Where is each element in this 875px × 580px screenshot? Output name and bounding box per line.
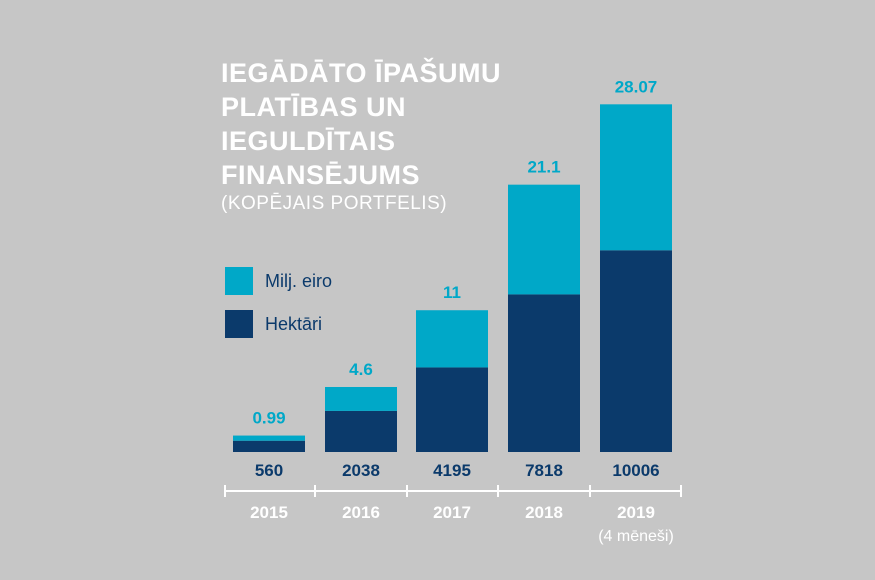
data-label-milj-eiro-2018: 21.1 [527,158,560,177]
bar-milj-eiro-2019 [600,104,672,251]
bar-milj-eiro-2015 [233,435,305,441]
bar-milj-eiro-2016 [325,386,397,411]
data-label-milj-eiro-2019: 28.07 [615,77,658,96]
data-label-milj-eiro-2015: 0.99 [252,409,285,428]
chart-title-line-1: IEGĀDĀTO ĪPAŠUMU [221,58,502,88]
bar-milj-eiro-2018 [508,184,580,295]
x-tick-label-2019: 2019 [617,503,655,522]
bar-hektari-2018 [508,294,580,452]
legend-swatch-hektari [225,310,253,338]
bar-hektari-2019 [600,250,672,452]
bar-hektari-2016 [325,410,397,452]
data-label-milj-eiro-2017: 11 [443,283,461,302]
chart-title-line-3: IEGULDĪTAIS [221,126,396,156]
legend-label-hektari: Hektāri [265,314,323,334]
data-label-hektari-2019: 10006 [612,461,659,480]
data-label-milj-eiro-2016: 4.6 [349,360,373,379]
data-label-hektari-2018: 7818 [525,461,563,480]
x-tick-label-2017: 2017 [433,503,471,522]
x-tick-label-2016: 2016 [342,503,380,522]
bar-hektari-2017 [416,367,488,452]
chart-title-line-2: PLATĪBAS UN [221,92,406,122]
data-label-hektari-2016: 2038 [342,461,380,480]
bar-milj-eiro-2017 [416,310,488,368]
legend-label-milj-eiro: Milj. eiro [265,271,333,291]
chart-title-line-4: FINANSĒJUMS [221,160,421,190]
data-label-hektari-2015: 560 [255,461,283,480]
x-tick-note-2019: (4 mēneši) [598,528,674,545]
data-label-hektari-2017: 4195 [433,461,471,480]
legend-swatch-milj-eiro [225,267,253,295]
bar-hektari-2015 [233,440,305,452]
x-tick-label-2015: 2015 [250,503,288,522]
chart-subtitle: (KOPĒJAIS PORTFELIS) [221,193,448,214]
x-tick-label-2018: 2018 [525,503,563,522]
